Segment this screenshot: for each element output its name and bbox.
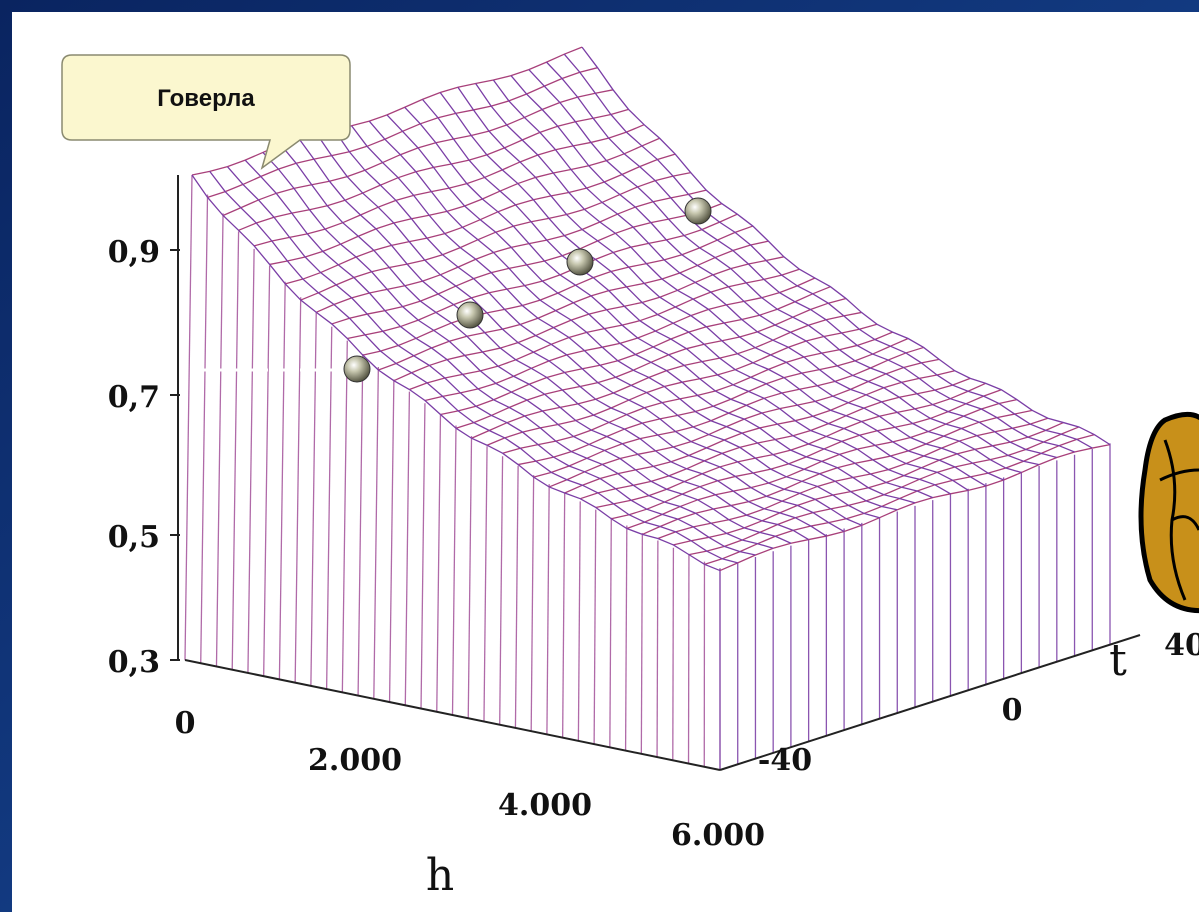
- marker: [457, 302, 483, 328]
- marker: [685, 198, 711, 224]
- page: {"callout": "Говерла", "axes": { "z": {"…: [0, 0, 1199, 912]
- z-tick-label: 0,3: [108, 645, 160, 680]
- callout-text: Говерла: [157, 85, 255, 112]
- boulder: [1141, 414, 1199, 610]
- t-axis-label: t: [1109, 635, 1127, 686]
- slide: Говерла 0,9 0,7 0,5 0,3 0 2.000 4.000 6.…: [0, 0, 1199, 912]
- t-tick-label: -40: [758, 743, 812, 778]
- t-tick-label: 40: [1164, 628, 1199, 663]
- h-tick-label: 0: [175, 706, 196, 741]
- z-tick-label: 0,9: [108, 235, 160, 270]
- marker: [344, 356, 370, 382]
- wall-line: [657, 541, 658, 758]
- z-tick-label: 0,7: [108, 380, 160, 415]
- h-tick-label: 6.000: [671, 818, 765, 853]
- t-tick-label: 0: [1002, 693, 1023, 728]
- wall-line: [673, 548, 674, 761]
- h-axis-label: h: [426, 850, 454, 901]
- boulder-shape: [1141, 414, 1199, 610]
- marker: [567, 249, 593, 275]
- z-tick-label: 0,5: [108, 520, 160, 555]
- h-tick-label: 2.000: [308, 743, 402, 778]
- h-tick-label: 4.000: [498, 788, 592, 823]
